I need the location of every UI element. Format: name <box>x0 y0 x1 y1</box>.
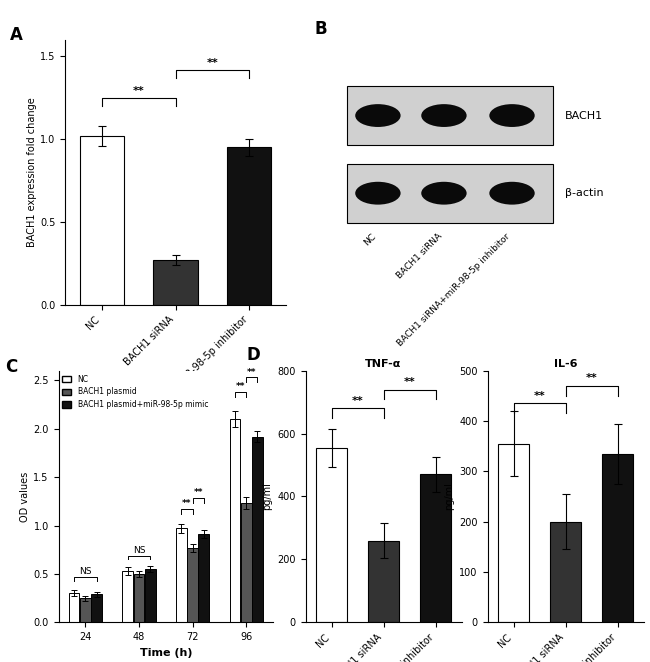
Bar <box>602 453 633 622</box>
Text: B: B <box>314 21 327 38</box>
Bar <box>347 86 553 145</box>
Title: IL-6: IL-6 <box>554 359 577 369</box>
Text: **: ** <box>182 499 192 508</box>
Bar <box>122 571 133 622</box>
Bar <box>153 260 198 305</box>
Text: **: ** <box>586 373 597 383</box>
Bar <box>134 574 144 622</box>
Text: **: ** <box>404 377 415 387</box>
Ellipse shape <box>355 182 400 205</box>
Ellipse shape <box>489 182 535 205</box>
Text: NS: NS <box>79 567 92 576</box>
Text: C: C <box>5 358 17 376</box>
Text: **: ** <box>352 396 363 406</box>
Bar <box>550 522 581 622</box>
Bar <box>176 528 187 622</box>
Text: BACH1: BACH1 <box>566 111 603 120</box>
Text: **: ** <box>194 489 203 497</box>
Ellipse shape <box>421 104 467 127</box>
Bar <box>368 540 399 622</box>
X-axis label: Time (h): Time (h) <box>140 647 192 657</box>
Text: β-actin: β-actin <box>566 188 604 198</box>
Title: TNF-α: TNF-α <box>365 359 402 369</box>
Text: D: D <box>246 346 260 363</box>
Text: **: ** <box>207 58 218 68</box>
Y-axis label: pg/ml: pg/ml <box>444 483 454 510</box>
Legend: NC, BACH1 plasmid, BACH1 plasmid+miR-98-5p mimic: NC, BACH1 plasmid, BACH1 plasmid+miR-98-… <box>62 375 208 409</box>
Bar <box>420 475 451 622</box>
Y-axis label: BACH1 expression fold change: BACH1 expression fold change <box>27 97 37 247</box>
Bar <box>498 444 529 622</box>
Y-axis label: OD values: OD values <box>21 471 31 522</box>
Bar <box>252 436 263 622</box>
Ellipse shape <box>489 104 535 127</box>
Text: **: ** <box>236 382 245 391</box>
Bar <box>80 136 124 305</box>
Bar <box>229 419 240 622</box>
Bar <box>91 594 102 622</box>
Text: NS: NS <box>133 545 145 555</box>
Bar <box>240 503 252 622</box>
Bar <box>347 164 553 223</box>
Text: BACH1 siRNA: BACH1 siRNA <box>395 232 444 281</box>
Ellipse shape <box>421 182 467 205</box>
Text: **: ** <box>133 86 144 96</box>
Bar <box>187 547 198 622</box>
Bar <box>80 598 90 622</box>
Text: **: ** <box>534 391 545 401</box>
Bar <box>198 534 209 622</box>
Bar <box>69 593 79 622</box>
Text: NC: NC <box>362 232 378 248</box>
Text: BACH1 siRNA+miR-98-5p inhibitor: BACH1 siRNA+miR-98-5p inhibitor <box>396 232 512 348</box>
Ellipse shape <box>355 104 400 127</box>
Bar <box>316 448 347 622</box>
Text: **: ** <box>247 367 257 377</box>
Bar <box>145 569 155 622</box>
Y-axis label: pg/ml: pg/ml <box>262 483 272 510</box>
Text: A: A <box>10 26 23 44</box>
Bar <box>227 147 271 305</box>
